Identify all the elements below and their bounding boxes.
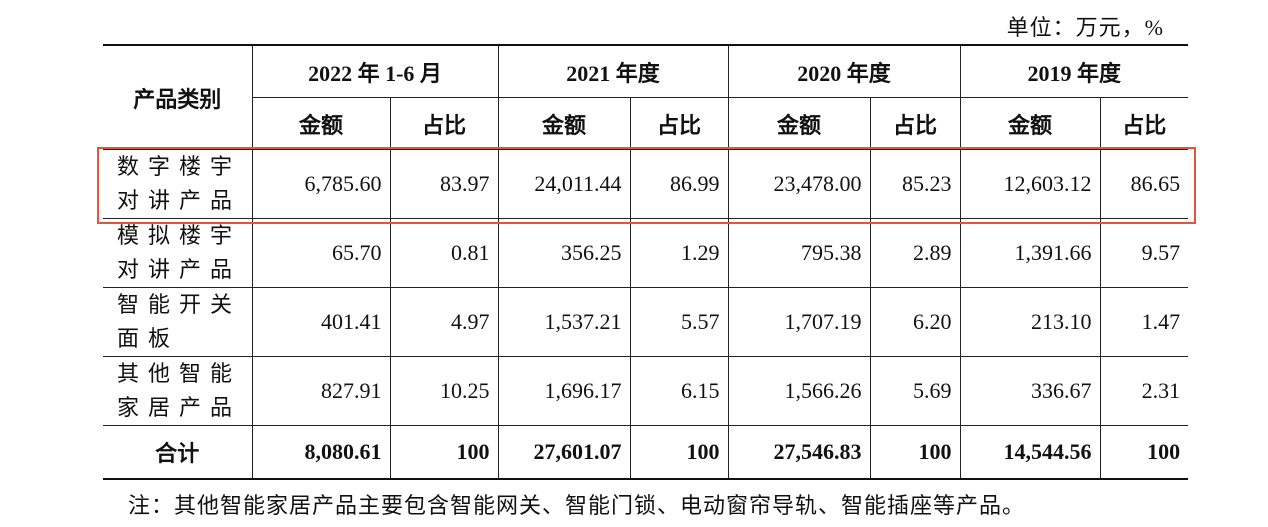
value-cell: 1,707.19	[727, 287, 871, 357]
value-cell: 100	[1099, 425, 1189, 480]
value-cell: 401.41	[251, 287, 391, 357]
value-cell: 4.97	[389, 287, 499, 357]
value-cell: 213.10	[959, 287, 1101, 357]
value-cell: 10.25	[389, 356, 499, 426]
value-cell: 5.57	[629, 287, 729, 357]
header-cell: 金额	[959, 97, 1101, 150]
value-cell: 8,080.61	[251, 425, 391, 480]
value-cell: 336.67	[959, 356, 1101, 426]
data-row: 模拟楼宇对讲产品 65.70 0.81 356.25 1.29 795.38 2.89 1,3…	[103, 218, 1189, 288]
value-cell: 795.38	[727, 218, 871, 288]
value-cell: 2.31	[1099, 356, 1189, 426]
value-cell: 27,546.83	[727, 425, 871, 480]
value-cell: 27,601.07	[497, 425, 631, 480]
category-cell: 智能开关面板	[103, 287, 253, 357]
value-cell: 1.29	[629, 218, 729, 288]
unit-label: 单位：万元，%	[1006, 15, 1164, 40]
header-cell: 占比	[629, 97, 729, 150]
header-cell: 金额	[252, 97, 391, 150]
value-cell: 86.65	[1099, 149, 1189, 219]
value-cell: 1,537.21	[497, 287, 631, 357]
header-cell: 金额	[497, 97, 631, 150]
value-cell: 827.91	[251, 356, 391, 426]
value-cell: 1.47	[1099, 287, 1189, 357]
data-row: 数字楼宇对讲产品 6,785.60 83.97 24,011.44 86.99 23,47…	[103, 149, 1189, 219]
value-cell: 14,544.56	[959, 425, 1101, 480]
header-cell: 2019 年度	[959, 44, 1189, 98]
value-cell: 65.70	[251, 218, 391, 288]
header-cell: 2020 年度	[727, 44, 961, 98]
value-cell: 6,785.60	[251, 149, 391, 219]
header-cell: 2022 年 1-6 月	[251, 44, 499, 98]
value-cell: 356.25	[497, 218, 631, 288]
header-cell: 占比	[1099, 97, 1189, 150]
data-row: 智能开关面板 401.41 4.97 1,537.21 5.57 1,707.19 6.20…	[103, 287, 1189, 357]
category-cell: 合计	[103, 425, 253, 480]
highlight-box	[97, 147, 1196, 224]
revenue-table: 产品类别 2022 年 1-6 月 2021 年度 2020 年度 2019 年度 金额占…	[103, 44, 1189, 480]
total-row: 合计 8,080.61 100 27,601.07 100 27,546.83 100 14,…	[103, 425, 1189, 480]
value-cell: 6.20	[869, 287, 961, 357]
value-cell: 6.15	[629, 356, 729, 426]
header-cell: 产品类别	[103, 44, 253, 150]
value-cell: 1,391.66	[959, 218, 1101, 288]
value-cell: 5.69	[869, 356, 961, 426]
category-cell: 其他智能家居产品	[103, 356, 253, 426]
footnote: 注：其他智能家居产品主要包含智能网关、智能门锁、电动窗帘导轨、智能插座等产品。	[128, 493, 1026, 518]
value-cell: 100	[389, 425, 499, 480]
value-cell: 23,478.00	[727, 149, 871, 219]
value-cell: 9.57	[1099, 218, 1189, 288]
data-row: 其他智能家居产品 827.91 10.25 1,696.17 6.15 1,566.26 5…	[103, 356, 1189, 426]
value-cell: 2.89	[869, 218, 961, 288]
value-cell: 12,603.12	[959, 149, 1101, 219]
header-cell: 金额	[727, 97, 871, 150]
value-cell: 1,566.26	[727, 356, 871, 426]
header-cell: 2021 年度	[497, 44, 729, 98]
header-row: 产品类别 2022 年 1-6 月 2021 年度 2020 年度 2019 年度	[103, 44, 1189, 150]
value-cell: 83.97	[389, 149, 499, 219]
header-cell: 占比	[389, 97, 499, 150]
value-cell: 100	[869, 425, 961, 480]
value-cell: 0.81	[389, 218, 499, 288]
value-cell: 1,696.17	[497, 356, 631, 426]
value-cell: 100	[629, 425, 729, 480]
value-cell: 86.99	[629, 149, 729, 219]
header-cell: 占比	[869, 97, 961, 150]
value-cell: 24,011.44	[497, 149, 631, 219]
category-cell: 数字楼宇对讲产品	[103, 149, 253, 219]
header-row: 金额 占比 金额 占比 金额 占比 金额 占比	[103, 97, 1189, 150]
category-cell: 模拟楼宇对讲产品	[103, 218, 253, 288]
